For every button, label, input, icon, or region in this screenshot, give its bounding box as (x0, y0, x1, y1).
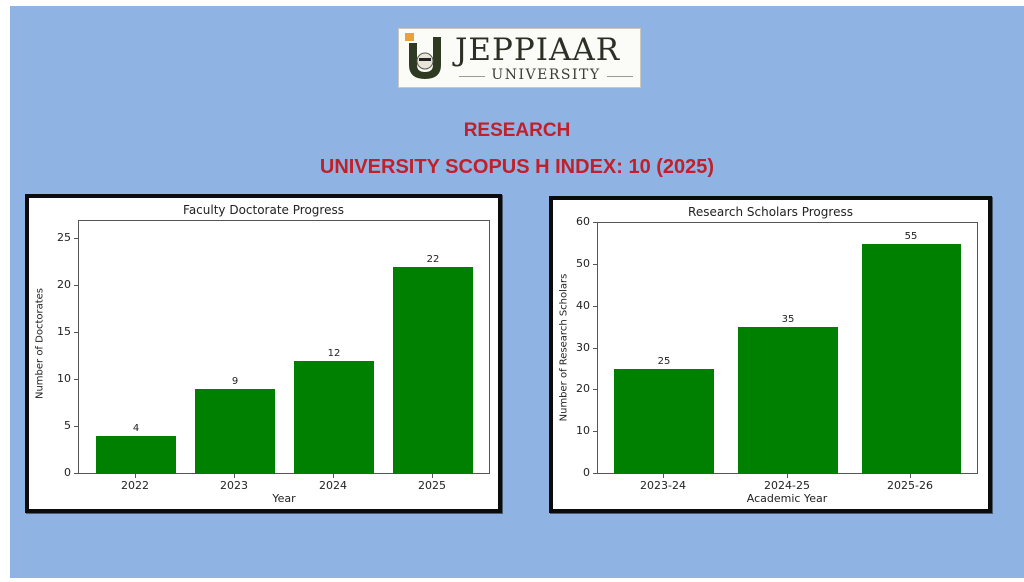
x-axis-label: Year (272, 492, 296, 505)
x-tick-mark (663, 474, 664, 478)
y-tick-mark (74, 473, 78, 474)
university-logo: JEPPIAAR UNIVERSITY (398, 28, 641, 88)
bar-2025-26 (862, 244, 961, 474)
plot-area: 4 9 12 22 (78, 220, 490, 474)
y-axis-label: Number of Doctorates (34, 287, 46, 400)
y-tick-label: 0 (64, 466, 71, 479)
logo-divider-left (459, 76, 485, 77)
plot-area: 25 35 55 (597, 222, 978, 474)
y-tick-mark (593, 306, 597, 307)
bar-2025 (393, 267, 473, 474)
bar-label: 25 (657, 356, 671, 367)
x-tick-mark (432, 474, 433, 478)
bar-label: 35 (781, 314, 795, 325)
y-tick-label: 0 (583, 466, 590, 479)
chart-title: Research Scholars Progress (688, 205, 853, 219)
chart-title: Faculty Doctorate Progress (183, 203, 344, 217)
y-tick-label: 20 (57, 278, 71, 291)
x-tick-mark (234, 474, 235, 478)
bar-2024 (294, 361, 374, 474)
y-tick-label: 10 (57, 372, 71, 385)
y-tick-label: 25 (57, 231, 71, 244)
y-axis-label: Number of Research Scholars (558, 273, 570, 422)
y-tick-mark (74, 285, 78, 286)
y-tick-label: 50 (576, 257, 590, 270)
y-tick-label: 60 (576, 215, 590, 228)
y-tick-mark (593, 264, 597, 265)
y-tick-label: 5 (64, 419, 71, 432)
y-tick-mark (593, 348, 597, 349)
x-axis-label: Academic Year (746, 492, 828, 505)
bar-label: 4 (132, 423, 140, 434)
y-tick-mark (74, 379, 78, 380)
logo-name: JEPPIAAR (455, 32, 621, 68)
x-tick-label: 2024-25 (764, 479, 810, 492)
y-tick-mark (74, 426, 78, 427)
x-tick-mark (787, 474, 788, 478)
x-tick-label: 2023 (220, 479, 248, 492)
logo-divider-right (607, 76, 633, 77)
page-subtitle: UNIVERSITY SCOPUS H INDEX: 10 (2025) (319, 156, 715, 178)
y-tick-mark (593, 389, 597, 390)
y-tick-label: 20 (576, 382, 590, 395)
x-tick-mark (135, 474, 136, 478)
bar-label: 22 (426, 254, 440, 265)
bar-label: 12 (327, 348, 341, 359)
y-tick-label: 30 (576, 341, 590, 354)
page-title: RESEARCH (463, 120, 571, 141)
bar-2023-24 (614, 369, 714, 474)
logo-accent-square (405, 33, 414, 41)
logo-subtitle: UNIVERSITY (491, 67, 601, 83)
y-tick-label: 10 (576, 424, 590, 437)
y-tick-mark (74, 238, 78, 239)
bar-2024-25 (738, 327, 838, 474)
bar-label: 9 (231, 376, 239, 387)
bar-label: 55 (904, 231, 918, 242)
x-tick-mark (333, 474, 334, 478)
x-tick-mark (910, 474, 911, 478)
x-tick-label: 2022 (121, 479, 149, 492)
x-tick-label: 2025-26 (887, 479, 933, 492)
y-tick-mark (593, 222, 597, 223)
y-tick-label: 15 (57, 325, 71, 338)
faculty-doctorate-chart: Faculty Doctorate Progress 4 9 12 22 0 5… (25, 194, 502, 513)
y-tick-label: 40 (576, 299, 590, 312)
bar-2022 (96, 436, 176, 474)
bar-2023 (195, 389, 275, 474)
y-tick-mark (593, 473, 597, 474)
research-scholars-chart: Research Scholars Progress 25 35 55 0 10… (549, 196, 992, 513)
x-tick-label: 2025 (418, 479, 446, 492)
background-panel: JEPPIAAR UNIVERSITY RESEARCH UNIVERSITY … (10, 6, 1024, 578)
x-tick-label: 2023-24 (640, 479, 686, 492)
logo-emblem-icon (409, 37, 441, 79)
x-tick-label: 2024 (319, 479, 347, 492)
y-tick-mark (74, 332, 78, 333)
y-tick-mark (593, 431, 597, 432)
